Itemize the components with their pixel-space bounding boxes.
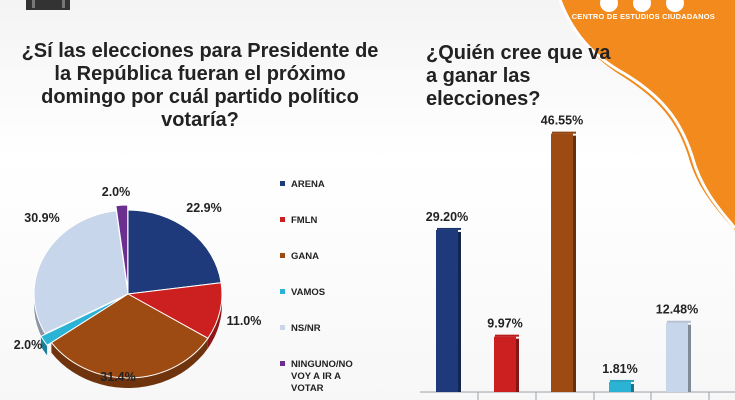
legend-swatch	[280, 253, 285, 258]
bar-shade	[688, 324, 691, 392]
top-left-device-icon	[26, 0, 70, 10]
legend-label: VAMOS	[291, 287, 325, 298]
white-divider-curve	[558, 0, 735, 229]
bar-shade	[516, 338, 519, 392]
right-question: ¿Quién cree que va a ganar las eleccione…	[426, 42, 611, 110]
pie-value-label: 2.0%	[14, 338, 43, 352]
orange-accent-shape	[560, 0, 735, 230]
left-question: ¿Sí las elecciones para Presidente de la…	[21, 40, 379, 131]
pie-value-label: 31.4%	[100, 370, 135, 384]
legend-label: NS/NR	[291, 323, 321, 334]
pie-value-label: 2.0%	[102, 185, 131, 199]
bar	[494, 336, 516, 392]
legend-swatch	[280, 181, 285, 186]
bar	[436, 229, 458, 392]
bar	[609, 381, 631, 392]
legend-label: FMLN	[291, 215, 318, 226]
bar	[551, 133, 573, 392]
bar-value-label: 46.55%	[541, 114, 583, 128]
pie-value-label: 11.0%	[227, 314, 262, 328]
device-icon-detail	[32, 0, 35, 8]
pie-slice-side	[40, 336, 48, 356]
legend-label: GANA	[291, 251, 319, 262]
bar-value-label: 1.81%	[602, 362, 637, 376]
legend-label: ARENA	[291, 179, 325, 190]
brand-text: CENTRO DE ESTUDIOS CIUDADANOS	[571, 12, 715, 21]
pie-slice	[115, 204, 129, 290]
pie-slice-side	[207, 292, 222, 349]
bar-shade	[458, 231, 461, 392]
bar-value-label: 12.48%	[656, 303, 698, 317]
bar-shade	[573, 135, 576, 392]
bar	[666, 322, 688, 392]
legend-swatch	[280, 325, 285, 330]
logo-circle	[600, 0, 618, 12]
pie-slice	[127, 209, 222, 295]
bar-cap	[610, 379, 634, 382]
legend-swatch	[280, 289, 285, 294]
pie-slice	[126, 282, 223, 339]
legend-label: NINGUNO/NO VOY A IR A VOTAR	[291, 359, 353, 394]
pie-slice	[50, 293, 209, 379]
bar-value-label: 29.20%	[426, 210, 468, 224]
bar-value-label: 9.97%	[487, 317, 522, 331]
bar-shade	[631, 383, 634, 392]
pie-slice-side	[34, 294, 46, 344]
logo-circle	[633, 0, 651, 12]
pie-value-label: 22.9%	[186, 201, 221, 215]
legend-swatch	[280, 217, 285, 222]
device-icon-detail	[62, 0, 65, 8]
pie-slice	[33, 210, 129, 335]
pie-slice-side	[51, 338, 208, 388]
logo-circle	[666, 0, 684, 12]
bar-cap	[552, 131, 576, 134]
bar-cap	[437, 227, 461, 230]
legend-swatch	[280, 361, 285, 366]
pie-value-label: 30.9%	[24, 211, 59, 225]
bar-cap	[495, 334, 519, 337]
pie-slice	[40, 296, 125, 346]
bar-cap	[667, 320, 691, 323]
